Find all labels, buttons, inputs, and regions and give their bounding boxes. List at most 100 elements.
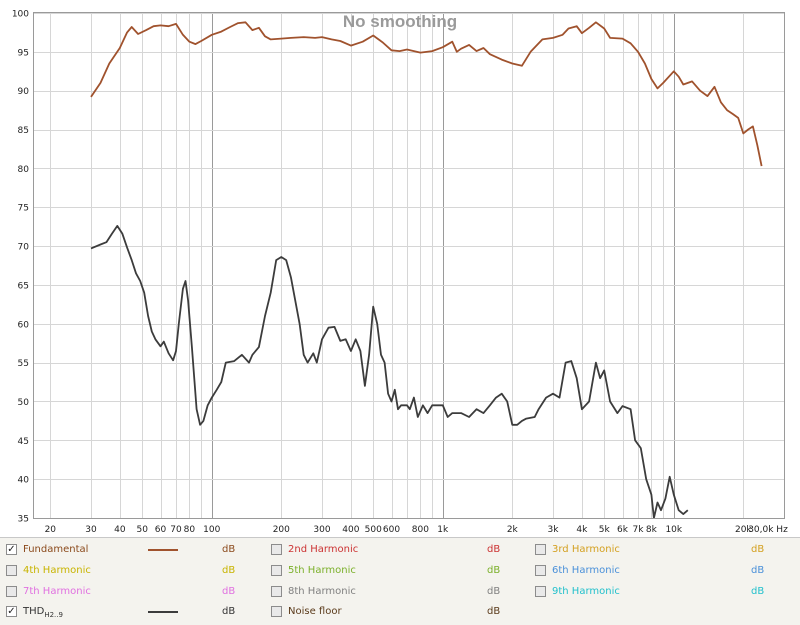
x-tick-label: 200 <box>273 525 290 535</box>
y-tick-label: 70 <box>18 243 30 253</box>
legend-label-text: Noise floor <box>288 606 342 617</box>
x-tick-label: 20 <box>45 525 57 535</box>
legend-line-swatch <box>148 549 178 551</box>
x-tick-label: 100 <box>203 525 220 535</box>
plot-frame <box>33 12 785 519</box>
legend-label: 8th Harmonic <box>288 582 356 602</box>
x-tick-label: 7k <box>633 525 645 535</box>
check-icon: ✓ <box>7 544 16 555</box>
x-tick-label: 30 <box>85 525 97 535</box>
x-tick-label: 4k <box>576 525 588 535</box>
y-tick-label: 85 <box>18 126 29 136</box>
legend-item-fundamental: ✓ Fundamental dB <box>6 540 256 560</box>
legend-checkbox-9th-harmonic[interactable] <box>535 586 546 597</box>
x-axis-ticks: 20 30 40 50 60 70 80 100 200 300 400 500 600 800 1k 2k 3… <box>45 525 788 535</box>
legend-label: 7th Harmonic <box>23 582 91 602</box>
legend-item-7th-harmonic: 7th Harmonic dB <box>6 582 256 602</box>
legend-unit: dB <box>751 565 765 576</box>
legend-checkbox-7th-harmonic[interactable] <box>6 586 17 597</box>
legend-label-text: 6th Harmonic <box>552 565 620 576</box>
x-tick-label: 5k <box>599 525 611 535</box>
y-tick-label: 35 <box>18 515 29 525</box>
y-axis-ticks: 35 40 45 50 55 60 65 70 75 80 85 90 95 100 <box>12 10 29 525</box>
legend-item-thd: ✓ THDH2..9 dB <box>6 602 256 622</box>
y-tick-label: 90 <box>18 87 30 97</box>
x-tick-label: 60 <box>155 525 167 535</box>
legend-unit: dB <box>222 586 236 597</box>
legend-label: 5th Harmonic <box>288 561 356 581</box>
y-tick-label: 65 <box>18 281 29 291</box>
y-tick-label: 40 <box>18 476 30 486</box>
x-tick-label: 80 <box>184 525 196 535</box>
legend-unit: dB <box>751 586 765 597</box>
legend-label: 2nd Harmonic <box>288 540 358 560</box>
legend-checkbox-fundamental[interactable]: ✓ <box>6 544 17 555</box>
legend-unit: dB <box>222 544 236 555</box>
legend-item-3rd-harmonic: 3rd Harmonic dB <box>535 540 785 560</box>
x-tick-label: 70 <box>170 525 182 535</box>
legend-label: 3rd Harmonic <box>552 540 620 560</box>
legend-checkbox-3rd-harmonic[interactable] <box>535 544 546 555</box>
legend-label-text: 9th Harmonic <box>552 586 620 597</box>
legend-item-9th-harmonic: 9th Harmonic dB <box>535 582 785 602</box>
y-tick-label: 75 <box>18 204 29 214</box>
legend-checkbox-6th-harmonic[interactable] <box>535 565 546 576</box>
x-tick-label: 30,0k Hz <box>748 525 788 535</box>
legend-label-subscript: H2..9 <box>44 611 63 619</box>
legend-unit: dB <box>751 544 765 555</box>
frequency-response-plot: 35 40 45 50 55 60 65 70 75 80 85 90 95 100 20 30 40 50 60… <box>11 9 789 535</box>
legend-label-text: 2nd Harmonic <box>288 544 359 555</box>
legend-label-text: 8th Harmonic <box>288 586 356 597</box>
legend-item-noise-floor: Noise floor dB <box>271 602 521 622</box>
series-group <box>90 21 763 519</box>
x-tick-label: 600 <box>383 525 400 535</box>
y-tick-label: 95 <box>18 48 29 58</box>
x-tick-label: 1k <box>437 525 449 535</box>
legend-label-text: Fundamental <box>23 544 89 555</box>
x-tick-label: 20k <box>735 525 752 535</box>
chart-title: No smoothing <box>343 12 457 31</box>
legend-label-text: THD <box>23 606 45 617</box>
x-tick-label: 400 <box>342 525 359 535</box>
legend-label-text: 3rd Harmonic <box>552 544 620 555</box>
x-tick-label: 10k <box>665 525 682 535</box>
plot-grid <box>34 13 784 519</box>
legend-unit: dB <box>487 565 501 576</box>
legend-checkbox-5th-harmonic[interactable] <box>271 565 282 576</box>
legend-label-text: 7th Harmonic <box>23 586 91 597</box>
legend-item-5th-harmonic: 5th Harmonic dB <box>271 561 521 581</box>
y-tick-label: 100 <box>12 10 29 20</box>
y-tick-label: 45 <box>18 437 29 447</box>
x-tick-label: 3k <box>548 525 560 535</box>
legend-item-8th-harmonic: 8th Harmonic dB <box>271 582 521 602</box>
legend-label-text: 5th Harmonic <box>288 565 356 576</box>
x-tick-label: 300 <box>313 525 330 535</box>
series-line-fundamental <box>90 21 763 167</box>
legend-label: 9th Harmonic <box>552 582 620 602</box>
x-tick-label: 2k <box>507 525 519 535</box>
legend-panel: ✓ Fundamental dB 2nd Harmonic dB 3rd Harmonic… <box>0 537 800 625</box>
legend-checkbox-2nd-harmonic[interactable] <box>271 544 282 555</box>
legend-checkbox-4th-harmonic[interactable] <box>6 565 17 576</box>
legend-unit: dB <box>222 606 236 617</box>
legend-checkbox-thd[interactable]: ✓ <box>6 606 17 617</box>
x-tick-label: 500 <box>365 525 382 535</box>
legend-unit: dB <box>487 544 501 555</box>
legend-label: Noise floor <box>288 602 342 622</box>
legend-item-4th-harmonic: 4th Harmonic dB <box>6 561 256 581</box>
legend-label: Fundamental <box>23 540 88 560</box>
legend-unit: dB <box>222 565 236 576</box>
legend-checkbox-noise-floor[interactable] <box>271 606 282 617</box>
y-tick-label: 55 <box>18 359 29 369</box>
legend-label: 6th Harmonic <box>552 561 620 581</box>
legend-line-swatch <box>148 611 178 613</box>
legend-label: THDH2..9 <box>23 602 63 625</box>
legend-unit: dB <box>487 586 501 597</box>
legend-item-6th-harmonic: 6th Harmonic dB <box>535 561 785 581</box>
y-tick-label: 50 <box>18 398 30 408</box>
y-tick-label: 80 <box>18 165 30 175</box>
x-tick-label: 40 <box>114 525 126 535</box>
legend-checkbox-8th-harmonic[interactable] <box>271 586 282 597</box>
y-tick-label: 60 <box>18 320 30 330</box>
legend-label-text: 4th Harmonic <box>23 565 91 576</box>
